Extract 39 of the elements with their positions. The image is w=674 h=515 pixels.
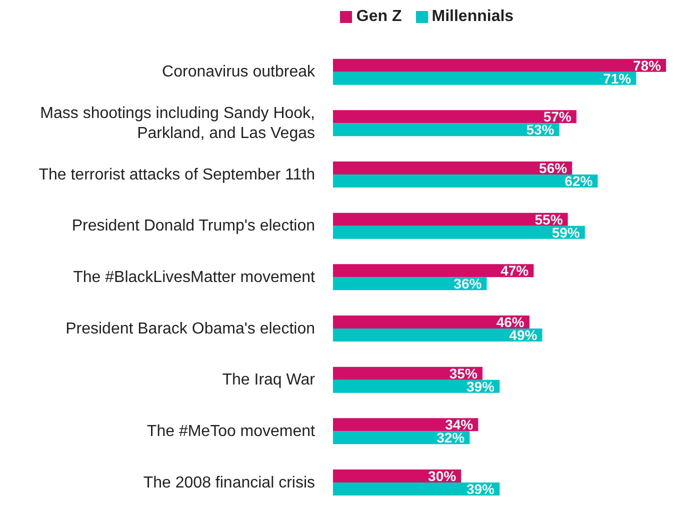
bar bbox=[333, 380, 500, 393]
bar bbox=[333, 366, 482, 380]
bar bbox=[333, 470, 462, 482]
y-tick-label: Coronavirus outbreak bbox=[162, 64, 316, 81]
data-label: 71% bbox=[603, 70, 632, 86]
bar bbox=[333, 162, 572, 174]
bar bbox=[333, 431, 470, 444]
bar bbox=[333, 58, 666, 72]
legend-label: Millennials bbox=[430, 8, 514, 26]
bar bbox=[333, 174, 598, 188]
bar bbox=[333, 123, 560, 136]
legend-label: Gen Z bbox=[355, 8, 402, 26]
bar bbox=[333, 110, 576, 124]
data-label: 56% bbox=[539, 160, 568, 176]
y-tick-label: The 2008 financial crisis bbox=[143, 474, 315, 492]
data-label: 49% bbox=[509, 327, 538, 343]
data-label: 47% bbox=[500, 262, 530, 279]
bar bbox=[333, 418, 478, 432]
bar bbox=[333, 212, 568, 226]
y-tick-label: The #MeToo movement bbox=[146, 423, 316, 440]
bar bbox=[333, 328, 542, 342]
data-label: 39% bbox=[466, 481, 496, 497]
data-label: 30% bbox=[428, 468, 457, 484]
data-label: 62% bbox=[564, 173, 594, 189]
y-tick-label: President Donald Trump's election bbox=[72, 218, 315, 235]
data-label: 36% bbox=[454, 276, 482, 292]
data-label: 46% bbox=[496, 314, 525, 330]
y-tick-label: The Iraq War bbox=[222, 372, 316, 389]
bar bbox=[333, 72, 636, 85]
bar bbox=[333, 226, 585, 239]
y-tick-label: Mass shootings including Sandy Hook, Parkland, and Las Vegas bbox=[40, 105, 315, 142]
y-tick-label: President Barack Obama's election bbox=[66, 320, 315, 338]
y-tick-label: The #BlackLivesMatter movement bbox=[73, 269, 316, 286]
y-tick-label: The terrorist attacks of September 11th bbox=[38, 166, 315, 184]
bar bbox=[333, 316, 530, 328]
bar bbox=[333, 264, 534, 278]
bar bbox=[333, 482, 500, 496]
data-label: 78% bbox=[632, 57, 662, 74]
bar bbox=[333, 277, 487, 290]
